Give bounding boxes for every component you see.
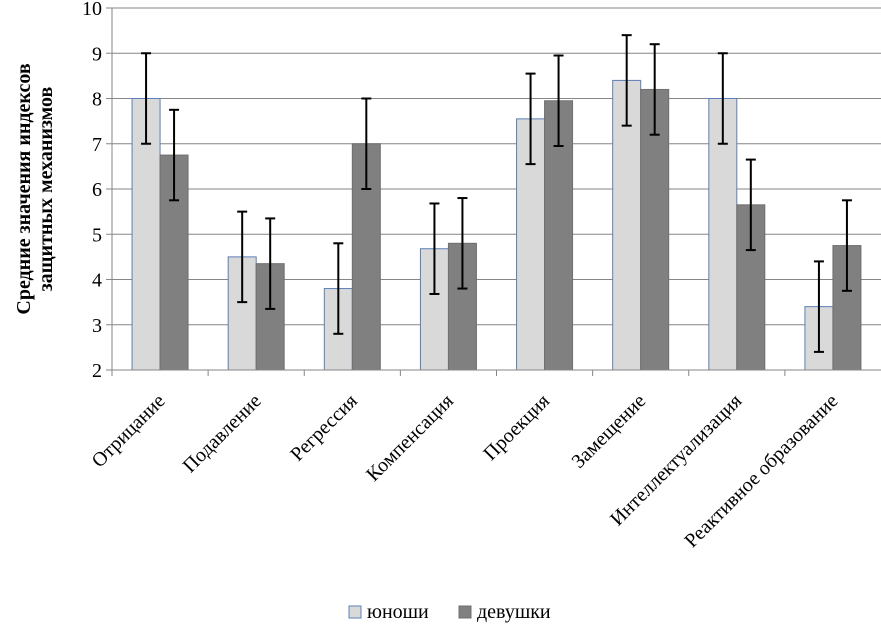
y-axis-title-line: Средние значения индексов: [13, 63, 35, 314]
y-axis-title-text: Средние значения индексовзащитных механи…: [13, 63, 57, 314]
legend: юноши девушки: [348, 601, 551, 623]
y-tick-label: 6: [92, 179, 102, 201]
legend-label: девушки: [477, 601, 551, 623]
y-tick-label: 7: [92, 134, 102, 156]
x-category-label: Компенсация: [362, 390, 458, 486]
y-tick-label: 8: [92, 89, 102, 111]
y-tick-labels: 2 3 4 5 6 7 8 9 10: [82, 0, 102, 382]
x-category-labels: Отрицание Подавление Регрессия Компенсация П…: [88, 390, 843, 552]
x-category-label: Реактивное образование: [680, 390, 842, 552]
y-tick-label: 10: [82, 0, 102, 20]
legend-label: юноши: [367, 601, 429, 623]
y-tick-label: 5: [92, 224, 102, 246]
y-tick-label: 2: [92, 360, 102, 382]
x-category-label: Отрицание: [88, 390, 170, 472]
axes: [106, 7, 881, 376]
y-tick-label: 3: [92, 315, 102, 337]
legend-swatch: [458, 605, 472, 619]
y-tick-label: 4: [92, 270, 102, 292]
x-category-label: Регрессия: [286, 390, 362, 466]
bar-series1: [612, 79, 642, 371]
gridlines: [112, 7, 881, 326]
y-axis-title-line: защитных механизмов: [35, 86, 57, 291]
bar-series2: [640, 88, 670, 371]
x-category-label: Проекция: [479, 390, 554, 465]
legend-swatch: [348, 605, 362, 619]
error-bars: [141, 34, 852, 353]
y-axis-title: Средние значения индексовзащитных механи…: [13, 63, 57, 314]
x-category-label: Замещение: [567, 390, 650, 473]
x-category-label: Подавление: [179, 390, 266, 477]
y-tick-label: 9: [92, 43, 102, 65]
